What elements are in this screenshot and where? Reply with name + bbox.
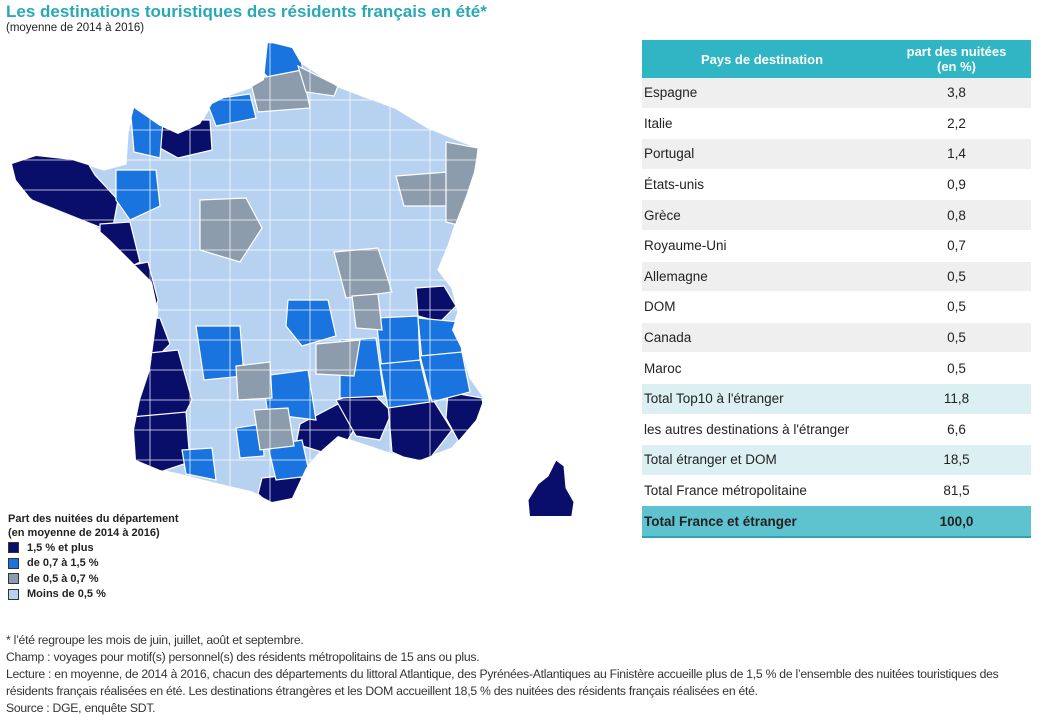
cell-share: 0,9 — [882, 169, 1031, 201]
cell-country: Allemagne — [642, 261, 882, 293]
cell-share: 0,5 — [882, 352, 1031, 384]
cell-country: Canada — [642, 322, 882, 354]
cell-share: 1,4 — [882, 138, 1031, 170]
department-mid — [181, 447, 217, 481]
legend-label: Moins de 0,5 % — [27, 588, 106, 601]
department-gray — [297, 64, 339, 97]
header-share: part des nuitées (en %) — [882, 40, 1031, 78]
department-mid — [205, 93, 257, 127]
department-gray — [235, 361, 273, 401]
cell-share: 0,5 — [882, 322, 1031, 354]
legend-item: 1,5 % et plus — [8, 540, 179, 556]
legend-label: de 0,7 à 1,5 % — [27, 557, 99, 570]
cell-country: DOM — [642, 291, 882, 323]
cell-country: Royaume-Uni — [642, 230, 882, 262]
table-row: Total France et étranger 100,0 — [642, 505, 1031, 538]
cell-country: Total Top10 à l'étranger — [642, 383, 882, 415]
note-source: Source : DGE, enquête SDT. — [6, 701, 156, 715]
cell-share: 0,7 — [882, 230, 1031, 262]
cell-country: Espagne — [642, 78, 882, 109]
legend-item: Moins de 0,5 % — [8, 587, 179, 603]
table-row: DOM 0,5 — [642, 291, 1031, 323]
legend-title: Part des nuitées du département — [8, 513, 179, 525]
legend-label: 1,5 % et plus — [27, 541, 94, 554]
corsica-island — [527, 459, 575, 553]
department-gray — [253, 407, 295, 451]
department-dark — [159, 119, 213, 159]
table-row: Royaume-Uni 0,7 — [642, 230, 1031, 262]
table-row: Total Top10 à l'étranger 11,8 — [642, 383, 1031, 415]
table-row: Canada 0,5 — [642, 322, 1031, 354]
map-legend: Part des nuitées du département (en moye… — [8, 512, 179, 602]
legend-item: de 0,5 à 0,7 % — [8, 571, 179, 587]
cell-country: Maroc — [642, 352, 882, 384]
cell-share: 3,8 — [882, 78, 1031, 109]
table-row: Allemagne 0,5 — [642, 261, 1031, 293]
cell-share: 100,0 — [882, 505, 1031, 538]
header-share-line1: part des nuitées — [906, 44, 1007, 59]
cell-share: 6,6 — [882, 414, 1031, 446]
cell-share: 11,8 — [882, 383, 1031, 415]
department-gray — [445, 141, 479, 229]
footnotes: * l’été regroupe les mois de juin, juill… — [6, 632, 1046, 717]
department-dark — [119, 349, 193, 421]
cell-country: Total France métropolitaine — [642, 475, 882, 507]
legend-subtitle: (en moyenne de 2014 à 2016) — [8, 527, 160, 539]
cell-share: 18,5 — [882, 444, 1031, 476]
table-row: Maroc 0,5 — [642, 352, 1031, 384]
cell-country: Italie — [642, 108, 882, 140]
table-row: Total étranger et DOM 18,5 — [642, 444, 1031, 476]
cell-share: 2,2 — [882, 108, 1031, 140]
header-share-line2: (en %) — [937, 59, 976, 74]
table-row: Grèce 0,8 — [642, 199, 1031, 231]
table-body: Espagne 3,8 Italie 2,2 Portugal 1,4 États-unis… — [642, 78, 1031, 538]
legend-swatch-dark — [8, 542, 19, 554]
legend-swatch-gray — [8, 573, 19, 585]
department-dark — [119, 411, 191, 473]
table-row: Espagne 3,8 — [642, 78, 1031, 109]
chart-subtitle: (moyenne de 2014 à 2016) — [6, 22, 145, 34]
legend-label: de 0,5 à 0,7 % — [27, 572, 99, 585]
legend-swatch-mid — [8, 557, 19, 569]
department-mid — [261, 369, 317, 421]
department-dark — [415, 285, 457, 323]
destination-table: Pays de destination part des nuitées (en… — [642, 40, 1031, 538]
cell-share: 0,8 — [882, 199, 1031, 231]
cell-country: Portugal — [642, 138, 882, 170]
department-gray — [199, 197, 263, 263]
cell-country: Total étranger et DOM — [642, 444, 882, 476]
france-department-map — [0, 36, 620, 553]
cell-share: 0,5 — [882, 261, 1031, 293]
cell-country: États-unis — [642, 169, 882, 201]
table-row: les autres destinations à l'étranger 6,6 — [642, 414, 1031, 446]
cell-country: Grèce — [642, 199, 882, 231]
table-row: Italie 2,2 — [642, 108, 1031, 140]
department-gray — [351, 293, 383, 331]
note-reading-2: résidents français réalisées en été. Les… — [6, 684, 758, 698]
department-gray — [395, 171, 449, 207]
cell-share: 0,5 — [882, 291, 1031, 323]
department-mid — [285, 299, 337, 347]
legend-item: de 0,7 à 1,5 % — [8, 556, 179, 572]
department-mid — [129, 103, 165, 159]
chart-title: Les destinations touristiques des réside… — [6, 2, 487, 21]
department-gray — [315, 339, 361, 377]
table-header-row: Pays de destination part des nuitées (en… — [642, 40, 1031, 78]
cell-country: les autres destinations à l'étranger — [642, 414, 882, 446]
note-scope: Champ : voyages pour motif(s) personnel(… — [6, 650, 480, 664]
header-country: Pays de destination — [642, 40, 882, 78]
department-gray — [333, 247, 393, 299]
department-mid — [419, 351, 471, 403]
legend-swatch-light — [8, 588, 19, 600]
note-summer-definition: * l’été regroupe les mois de juin, juill… — [6, 633, 304, 647]
table-row: Portugal 1,4 — [642, 138, 1031, 170]
note-reading-1: Lecture : en moyenne, de 2014 à 2016, ch… — [6, 667, 999, 681]
department-mid — [115, 169, 161, 221]
table-row: Total France métropolitaine 81,5 — [642, 475, 1031, 507]
cell-country: Total France et étranger — [642, 505, 882, 538]
table-row: États-unis 0,9 — [642, 169, 1031, 201]
cell-share: 81,5 — [882, 475, 1031, 507]
